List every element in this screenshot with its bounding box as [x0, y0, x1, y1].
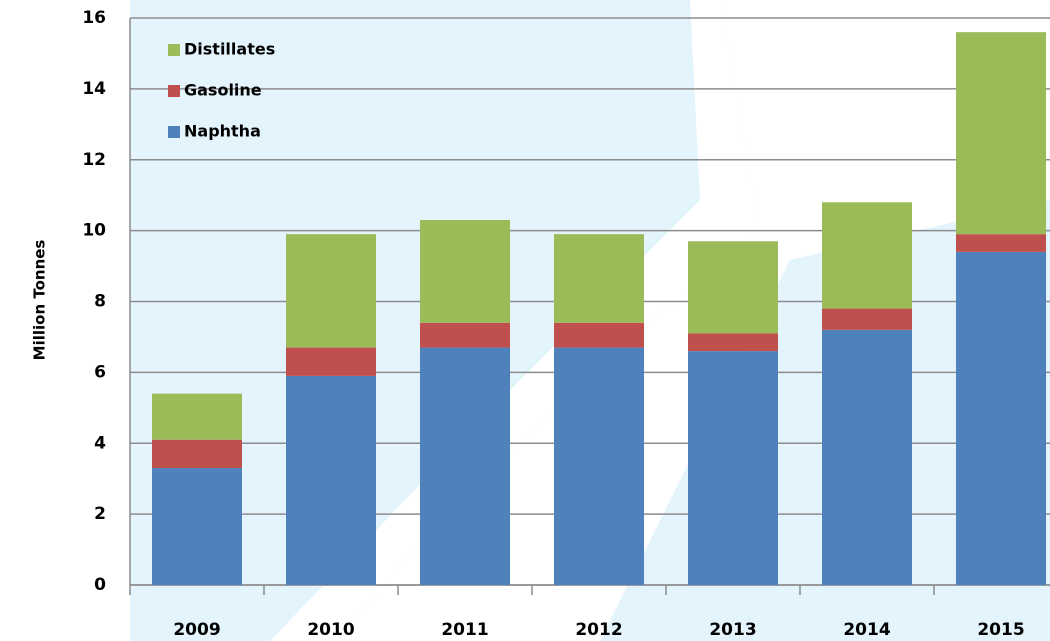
- bar-segment: [554, 322, 644, 348]
- y-tick-label: 6: [94, 362, 106, 382]
- y-tick-label: 16: [82, 8, 106, 28]
- legend-swatch: [168, 44, 180, 56]
- bar-segment: [286, 375, 376, 585]
- bar-segment: [822, 202, 912, 309]
- bar-segment: [688, 241, 778, 334]
- y-tick-label: 12: [82, 150, 106, 170]
- bar-segment: [956, 234, 1046, 252]
- legend-label: Distillates: [184, 40, 275, 59]
- bar-segment: [554, 234, 644, 323]
- bar-segment: [420, 219, 510, 323]
- bar-segment: [286, 347, 376, 376]
- legend-swatch: [168, 126, 180, 138]
- bar-segment: [152, 439, 242, 469]
- bar-segment: [554, 347, 644, 585]
- y-tick-label: 10: [82, 221, 106, 241]
- bar-segment: [688, 333, 778, 352]
- bar-segment: [822, 329, 912, 585]
- bar-segment: [822, 308, 912, 330]
- y-tick-label: 14: [82, 79, 106, 99]
- x-tick-label: 2009: [173, 620, 220, 640]
- bar-segment: [420, 322, 510, 348]
- y-tick-label: 8: [94, 292, 106, 312]
- x-tick-label: 2014: [843, 620, 890, 640]
- y-axis-label: Million Tonnes: [31, 240, 49, 361]
- bar-segment: [956, 32, 1046, 235]
- y-tick-label: 0: [94, 575, 106, 595]
- bar-segment: [956, 251, 1046, 585]
- bar-segment: [420, 347, 510, 585]
- legend-swatch: [168, 85, 180, 97]
- legend-label: Gasoline: [184, 81, 262, 100]
- y-tick-label: 4: [94, 433, 106, 453]
- x-tick-label: 2011: [441, 620, 488, 640]
- bar-segment: [286, 234, 376, 348]
- x-tick-label: 2012: [575, 620, 622, 640]
- legend-label: Naphtha: [184, 122, 261, 141]
- bar-segment: [152, 393, 242, 440]
- x-tick-label: 2013: [709, 620, 756, 640]
- x-tick-label: 2010: [307, 620, 354, 640]
- x-tick-label: 2015: [977, 620, 1024, 640]
- bar-segment: [688, 351, 778, 585]
- bar-segment: [152, 468, 242, 585]
- y-tick-label: 2: [94, 504, 106, 524]
